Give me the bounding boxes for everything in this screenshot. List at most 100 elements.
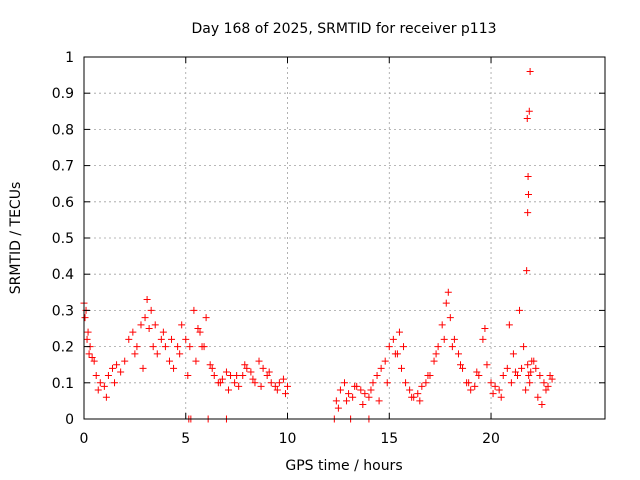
data-point (174, 343, 182, 351)
data-point (446, 314, 454, 322)
data-point (471, 382, 479, 390)
data-point (235, 382, 243, 390)
data-point (351, 382, 359, 390)
data-point (467, 386, 475, 394)
data-point (111, 379, 119, 387)
data-point (222, 368, 230, 376)
data-point (406, 386, 414, 394)
data-point (92, 372, 100, 380)
grid-lines (84, 57, 605, 419)
y-tick-label: 0.9 (52, 86, 74, 102)
data-point (503, 364, 511, 372)
data-point (263, 372, 271, 380)
data-point (206, 361, 214, 369)
data-point (507, 379, 515, 387)
y-tick-label: 0 (65, 412, 74, 428)
data-point (161, 343, 169, 351)
data-point (479, 335, 487, 343)
y-tick-label: 0.3 (52, 303, 74, 319)
data-point (108, 364, 116, 372)
data-point (251, 379, 259, 387)
data-point (145, 325, 153, 332)
data-point (513, 372, 521, 380)
data-point (129, 328, 137, 336)
data-point (365, 393, 373, 401)
data-point (491, 382, 499, 390)
data-point (487, 379, 495, 387)
data-point (438, 321, 446, 329)
data-point (133, 343, 141, 351)
data-points (80, 67, 556, 423)
data-point (182, 335, 190, 343)
data-point (530, 357, 538, 365)
data-point (241, 361, 249, 369)
data-point (345, 390, 353, 398)
data-point (544, 382, 552, 390)
data-point (518, 364, 526, 372)
data-point (524, 172, 532, 180)
data-point (489, 390, 497, 398)
data-point (131, 350, 139, 358)
data-point (457, 361, 465, 369)
data-point (454, 350, 462, 358)
data-point (157, 335, 165, 343)
data-point (259, 364, 267, 372)
data-point (534, 393, 542, 401)
data-point (375, 397, 383, 405)
data-point (239, 372, 247, 380)
data-point (450, 335, 458, 343)
x-tick-label: 0 (80, 431, 89, 447)
data-point (196, 328, 204, 336)
data-point (516, 306, 524, 314)
data-point (96, 379, 104, 387)
x-tick-label: 5 (181, 431, 190, 447)
data-point (184, 372, 192, 380)
data-point (139, 364, 147, 372)
x-tick-labels: 0 5 10 15 20 (80, 431, 500, 447)
data-point (216, 379, 224, 387)
data-point (265, 368, 273, 376)
data-point (497, 393, 505, 401)
data-point (361, 390, 369, 398)
data-point (137, 321, 145, 329)
data-point (125, 335, 133, 343)
data-point (525, 372, 533, 380)
data-point (85, 350, 93, 358)
data-point (202, 314, 210, 322)
data-point (459, 364, 467, 372)
y-tick-label: 0.8 (52, 122, 74, 138)
data-point (499, 372, 507, 380)
data-point (526, 379, 534, 387)
data-point (147, 306, 155, 314)
data-point (523, 267, 531, 275)
data-point (377, 364, 385, 372)
data-point (400, 343, 408, 351)
data-point (83, 335, 91, 343)
data-point (153, 350, 161, 358)
data-point (481, 325, 489, 332)
data-point (104, 372, 112, 380)
data-point (465, 379, 473, 387)
x-tick-label: 20 (482, 431, 500, 447)
data-point (102, 393, 110, 401)
data-point (334, 404, 342, 412)
data-point (349, 393, 357, 401)
data-point (542, 386, 550, 394)
data-point (186, 343, 194, 351)
data-point (505, 321, 513, 329)
data-point (159, 328, 167, 336)
data-point (100, 382, 108, 390)
y-tick-label: 1 (65, 50, 74, 66)
data-point (522, 386, 530, 394)
data-point (442, 299, 450, 307)
y-tick-label: 0.7 (52, 159, 74, 175)
data-point (192, 357, 200, 365)
data-point (397, 364, 405, 372)
data-point (113, 361, 121, 369)
data-point (389, 335, 397, 343)
data-point (168, 335, 176, 343)
data-point (190, 306, 198, 314)
data-point (548, 375, 556, 383)
chart-title: Day 168 of 2025, SRMTID for receiver p11… (191, 21, 496, 37)
data-point (416, 397, 424, 405)
